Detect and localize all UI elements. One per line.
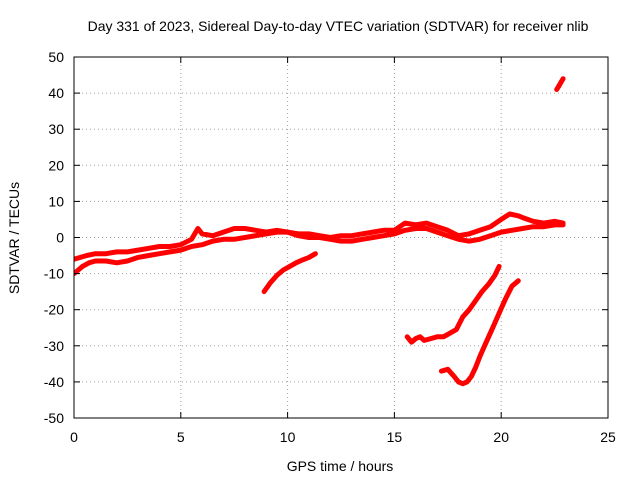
series-arc-22-23h — [554, 76, 566, 92]
y-tick-label: -40 — [44, 374, 64, 390]
x-tick-label: 0 — [70, 429, 78, 445]
x-axis-label: GPS time / hours — [287, 458, 394, 474]
x-tick-label: 5 — [177, 429, 185, 445]
y-tick-label: 20 — [48, 157, 64, 173]
y-tick-label: 0 — [56, 230, 64, 246]
y-tick-label: -20 — [44, 302, 64, 318]
x-tick-label: 15 — [387, 429, 403, 445]
y-tick-label: -30 — [44, 338, 64, 354]
y-tick-label: 10 — [48, 193, 64, 209]
y-axis-label: SDTVAR / TECUs — [6, 182, 22, 294]
series-arc-9h — [261, 251, 318, 295]
series-arc-15-20h — [404, 263, 502, 345]
series-main-band-low — [74, 222, 566, 277]
chart-title: Day 331 of 2023, Sidereal Day-to-day VTE… — [88, 18, 589, 34]
series-arc-17-21h — [438, 278, 521, 387]
x-tick-label: 10 — [280, 429, 296, 445]
series-main-band-high — [74, 211, 566, 262]
data-series — [74, 76, 566, 387]
y-tick-label: -50 — [44, 410, 64, 426]
y-tick-label: -10 — [44, 266, 64, 282]
axis-ticks: 0 5 10 15 20 25 -50 -40 -30 -20 -10 0 10 20 30 40 50 — [44, 49, 616, 445]
grid — [74, 57, 608, 418]
x-tick-label: 20 — [493, 429, 509, 445]
y-tick-label: 40 — [48, 85, 64, 101]
y-tick-label: 50 — [48, 49, 64, 65]
y-tick-label: 30 — [48, 121, 64, 137]
x-tick-label: 25 — [600, 429, 616, 445]
